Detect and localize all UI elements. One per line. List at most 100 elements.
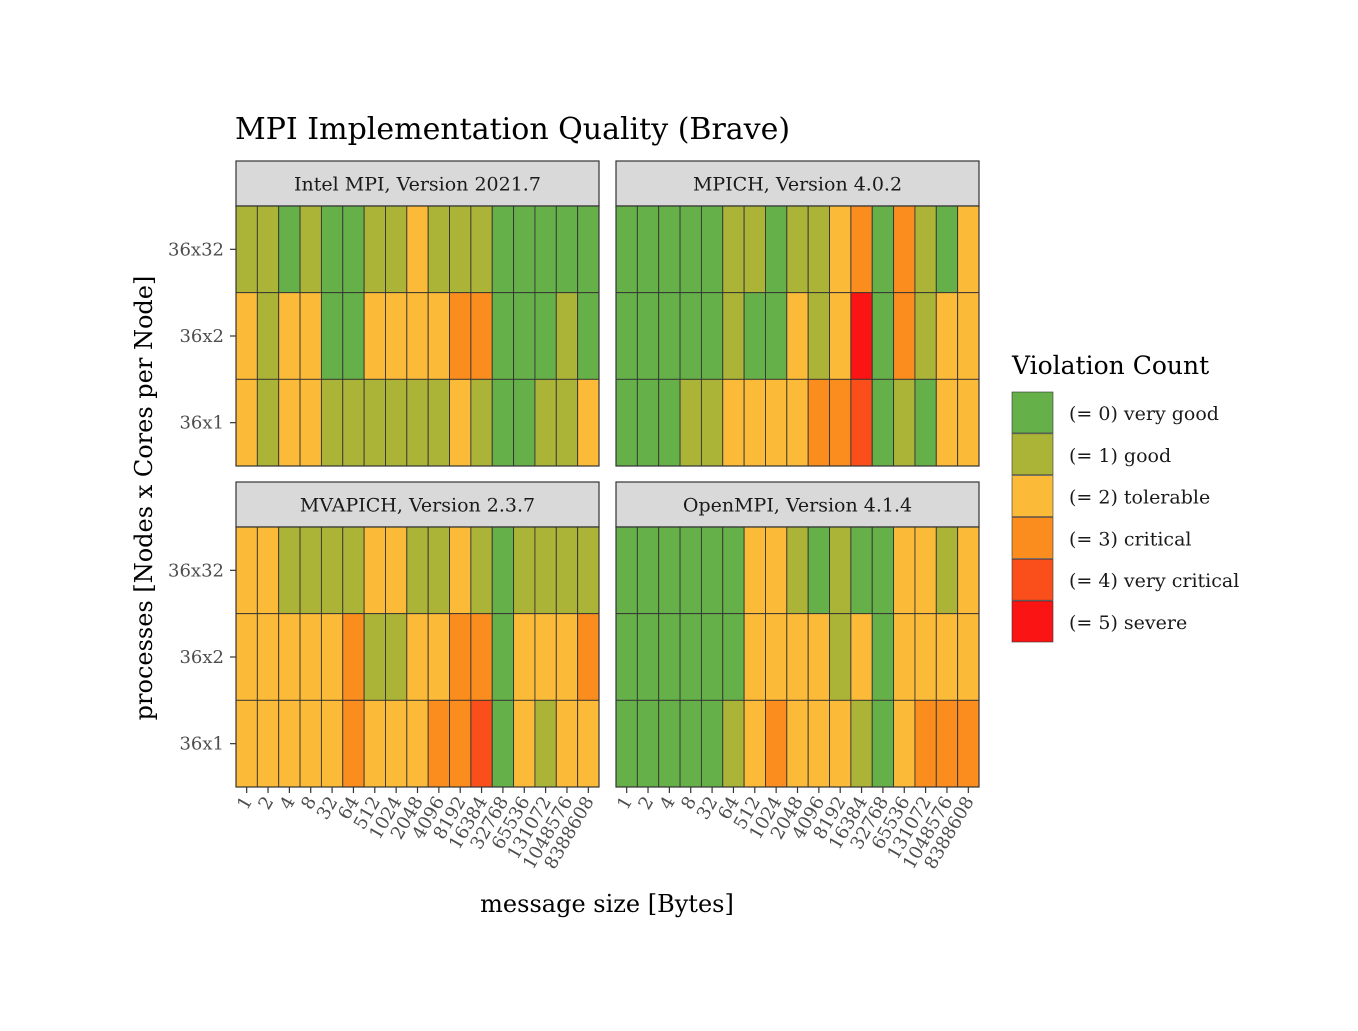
legend-key-3 bbox=[1011, 517, 1054, 559]
heatmap-cell-36x2-65536 bbox=[513, 292, 536, 380]
heatmap-cell-36x2-65536 bbox=[513, 613, 536, 701]
heatmap-cell-36x32-65536 bbox=[513, 205, 536, 294]
heatmap-cell-36x2-512 bbox=[363, 292, 386, 380]
heatmap-cell-36x2-16384 bbox=[470, 613, 493, 701]
heatmap-cell-36x1-131072 bbox=[914, 699, 937, 788]
heatmap-cell-36x32-65536 bbox=[893, 205, 916, 294]
heatmap-cell-36x32-4 bbox=[658, 526, 681, 615]
heatmap-cell-36x1-8 bbox=[299, 699, 322, 788]
heatmap-cell-36x2-2 bbox=[256, 613, 280, 701]
heatmap-cell-36x1-1 bbox=[615, 378, 638, 467]
heatmap-cell-36x32-8192 bbox=[829, 205, 852, 294]
heatmap-cell-36x1-8388608 bbox=[577, 699, 600, 788]
heatmap-cell-36x1-1024 bbox=[765, 378, 788, 467]
heatmap-cell-36x32-2048 bbox=[786, 205, 809, 294]
heatmap-cell-36x32-512 bbox=[743, 205, 766, 294]
heatmap-cell-36x1-512 bbox=[743, 378, 766, 467]
heatmap-cell-36x2-4 bbox=[278, 292, 301, 380]
heatmap-cell-36x32-131072 bbox=[914, 526, 937, 615]
heatmap-cell-36x1-1024 bbox=[385, 699, 408, 788]
heatmap-cell-36x2-1048576 bbox=[935, 613, 959, 701]
heatmap-cell-36x1-65536 bbox=[893, 378, 916, 467]
legend-key-4 bbox=[1011, 558, 1054, 601]
heatmap-cell-36x1-64 bbox=[722, 699, 745, 788]
heatmap-cell-36x32-8388608 bbox=[957, 205, 980, 294]
heatmap-cell-36x2-32 bbox=[700, 292, 724, 380]
heatmap-cell-36x1-32768 bbox=[871, 378, 895, 467]
heatmap-cell-36x32-4096 bbox=[807, 205, 830, 294]
heatmap-cell-36x1-1 bbox=[235, 378, 258, 467]
panel-strip-label: Intel MPI, Version 2021.7 bbox=[294, 174, 541, 196]
heatmap-cell-36x1-65536 bbox=[513, 699, 536, 788]
heatmap-cell-36x1-2048 bbox=[406, 699, 429, 788]
heatmap-cell-36x1-4096 bbox=[427, 699, 450, 788]
heatmap-cell-36x1-8388608 bbox=[577, 378, 600, 467]
heatmap-cell-36x2-8192 bbox=[449, 613, 472, 701]
heatmap-cell-36x1-1048576 bbox=[555, 699, 579, 788]
heatmap-cell-36x1-1024 bbox=[765, 699, 788, 788]
y-tick-label: 36x32 bbox=[168, 239, 224, 260]
heatmap-cell-36x2-2 bbox=[256, 292, 280, 380]
heatmap-cell-36x1-1024 bbox=[385, 378, 408, 467]
heatmap-cell-36x1-2 bbox=[256, 699, 280, 788]
heatmap-cell-36x32-4 bbox=[278, 526, 301, 615]
heatmap-cell-36x2-131072 bbox=[914, 613, 937, 701]
heatmap-cell-36x32-512 bbox=[363, 526, 386, 615]
heatmap-cell-36x2-32 bbox=[700, 613, 724, 701]
heatmap-cell-36x1-1 bbox=[235, 699, 258, 788]
heatmap-cell-36x2-65536 bbox=[893, 613, 916, 701]
heatmap-cell-36x32-8388608 bbox=[957, 526, 980, 615]
heatmap-cell-36x2-32768 bbox=[871, 613, 895, 701]
heatmap-cell-36x2-32768 bbox=[491, 292, 515, 380]
heatmap-cell-36x2-8192 bbox=[449, 292, 472, 380]
heatmap-cell-36x32-8192 bbox=[829, 526, 852, 615]
heatmap-cell-36x2-8192 bbox=[829, 292, 852, 380]
heatmap-cell-36x1-2 bbox=[636, 378, 660, 467]
heatmap-cell-36x1-16384 bbox=[850, 378, 873, 467]
heatmap-cell-36x2-1048576 bbox=[935, 292, 959, 380]
heatmap-cell-36x2-8388608 bbox=[577, 292, 600, 380]
heatmap-cell-36x2-65536 bbox=[893, 292, 916, 380]
heatmap-cell-36x32-1024 bbox=[765, 205, 788, 294]
heatmap-cell-36x32-131072 bbox=[534, 526, 557, 615]
heatmap-cell-36x1-8388608 bbox=[957, 699, 980, 788]
heatmap-cell-36x2-16384 bbox=[470, 292, 493, 380]
heatmap-cell-36x2-32 bbox=[320, 292, 344, 380]
heatmap-cell-36x32-64 bbox=[342, 526, 365, 615]
legend-label-0: (= 0) very good bbox=[1069, 403, 1219, 425]
heatmap-cell-36x32-1 bbox=[235, 526, 258, 615]
heatmap-cell-36x2-4096 bbox=[807, 292, 830, 380]
heatmap-cell-36x2-2048 bbox=[786, 292, 809, 380]
heatmap-cell-36x32-131072 bbox=[914, 205, 937, 294]
legend-label-5: (= 5) severe bbox=[1069, 612, 1187, 634]
heatmap-cell-36x2-512 bbox=[743, 613, 766, 701]
heatmap-cell-36x32-2 bbox=[256, 526, 280, 615]
heatmap-cell-36x2-1024 bbox=[385, 613, 408, 701]
heatmap-cell-36x32-8388608 bbox=[577, 205, 600, 294]
heatmap-cell-36x2-4 bbox=[278, 613, 301, 701]
y-tick-label: 36x2 bbox=[179, 647, 224, 668]
y-tick-label: 36x2 bbox=[179, 326, 224, 347]
heatmap-cell-36x32-65536 bbox=[513, 526, 536, 615]
heatmap-cell-36x1-32 bbox=[700, 378, 724, 467]
heatmap-cell-36x2-2048 bbox=[406, 613, 429, 701]
y-axis-ticks: 36x32 36x2 36x1 36x32 36x2 36x1 bbox=[168, 239, 236, 755]
heatmap-cell-36x1-4096 bbox=[427, 378, 450, 467]
heatmap-cell-36x1-8192 bbox=[449, 378, 472, 467]
panel-strip bbox=[235, 481, 600, 528]
heatmap-cell-36x1-16384 bbox=[470, 699, 493, 788]
heatmap-cell-36x2-512 bbox=[743, 292, 766, 380]
heatmap-cell-36x32-16384 bbox=[850, 205, 873, 294]
heatmap-cell-36x2-8388608 bbox=[957, 292, 980, 380]
heatmap-cell-36x32-2048 bbox=[406, 526, 429, 615]
heatmap-cell-36x2-8 bbox=[299, 292, 322, 380]
heatmap-cell-36x32-32 bbox=[700, 526, 724, 615]
heatmap-cell-36x32-1048576 bbox=[935, 526, 959, 615]
heatmap-cell-36x32-4 bbox=[278, 205, 301, 294]
heatmap-cell-36x1-64 bbox=[342, 378, 365, 467]
heatmap-cell-36x32-8388608 bbox=[577, 526, 600, 615]
legend-label-1: (= 1) good bbox=[1069, 445, 1171, 467]
panel-intel-mpi-version-2021-7: Intel MPI, Version 2021.7 bbox=[235, 160, 600, 467]
heatmap-cell-36x1-8388608 bbox=[957, 378, 980, 467]
panel-strip-label: OpenMPI, Version 4.1.4 bbox=[683, 495, 912, 517]
